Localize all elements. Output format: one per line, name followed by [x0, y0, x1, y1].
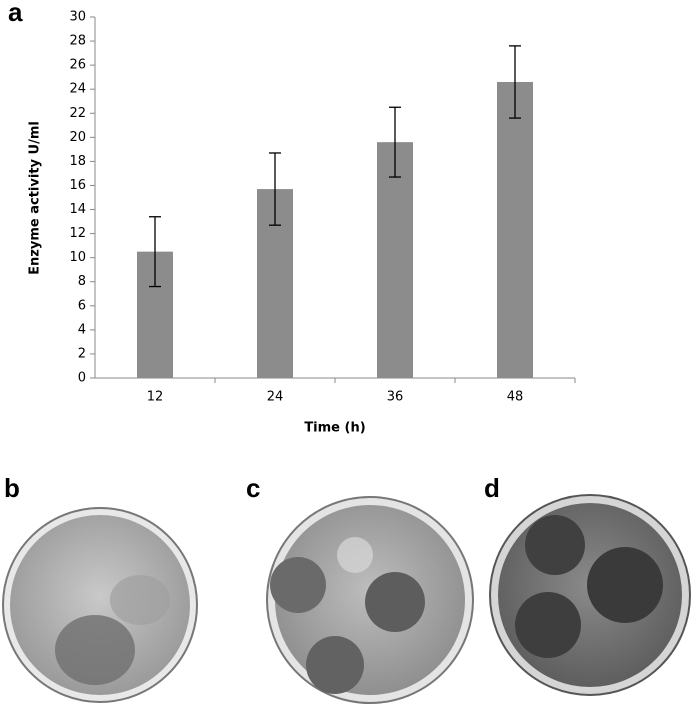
- y-tick-label: 28: [69, 34, 86, 49]
- y-tick-label: 2: [78, 346, 86, 361]
- bar: [377, 142, 413, 378]
- chart: Time (h) Enzyme activity U/ml 0246810121…: [28, 10, 576, 436]
- y-tick-label: 20: [69, 130, 86, 145]
- y-tick-label: 26: [69, 58, 86, 73]
- x-tick-label: 36: [387, 390, 404, 405]
- y-tick-label: 6: [78, 298, 86, 313]
- y-tick-label: 12: [69, 226, 86, 241]
- y-tick-label: 8: [78, 274, 86, 289]
- y-axis-label: Enzyme activity U/ml: [28, 121, 43, 275]
- panel-label: b: [4, 473, 20, 503]
- y-tick-label: 16: [69, 178, 86, 193]
- x-tick-label: 48: [507, 390, 524, 405]
- y-tick-label: 14: [69, 202, 86, 217]
- y-tick-label: 4: [78, 322, 86, 337]
- panel-label: a: [8, 0, 23, 27]
- y-tick-label: 0: [78, 371, 86, 386]
- bar: [497, 81, 533, 378]
- y-tick-label: 30: [69, 10, 86, 25]
- panel-label: d: [484, 473, 500, 503]
- y-tick-label: 22: [69, 106, 86, 121]
- y-tick-label: 18: [69, 154, 86, 169]
- plate-c: [266, 496, 474, 704]
- plate-b: [2, 507, 198, 703]
- plate-d: [489, 494, 691, 696]
- x-axis-label: Time (h): [304, 421, 365, 436]
- x-tick-label: 12: [147, 390, 164, 405]
- y-tick-label: 10: [69, 250, 86, 265]
- y-tick-label: 24: [69, 82, 86, 97]
- x-tick-label: 24: [267, 390, 284, 405]
- panel-label: c: [246, 473, 260, 503]
